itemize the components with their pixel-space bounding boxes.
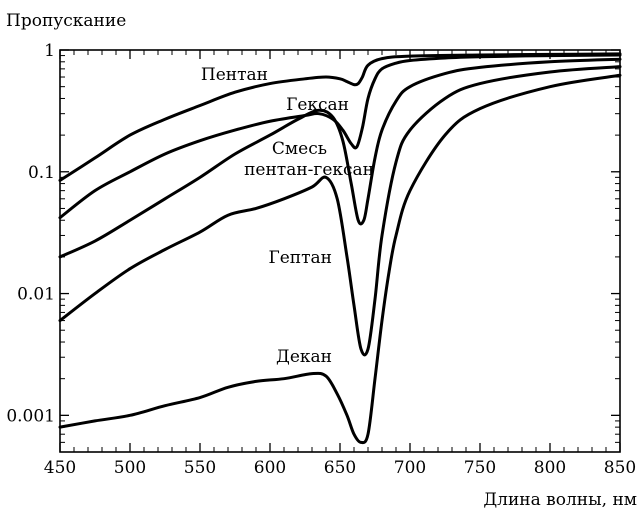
y-tick-label: 0.01 (17, 285, 55, 305)
x-axis-title: Длина волны, нм (483, 490, 637, 510)
x-tick-label: 500 (114, 458, 146, 478)
y-tick-label: 0.1 (28, 163, 55, 183)
x-tick-label: 550 (184, 458, 216, 478)
series-label: пентан-гексан (244, 160, 374, 180)
series-line-5 (58, 73, 622, 445)
x-tick-label: 850 (604, 458, 636, 478)
series-line-3 (58, 57, 622, 259)
y-tick-label: 0.001 (6, 406, 55, 426)
y-tick-label: 1 (44, 41, 55, 61)
series-label: Пентан (201, 65, 268, 85)
series-label: Смесь (272, 139, 327, 159)
series-label: Гексан (286, 95, 349, 115)
series-lines (58, 52, 622, 445)
x-tick-label: 800 (534, 458, 566, 478)
x-tick-label: 450 (44, 458, 76, 478)
x-tick-label: 600 (254, 458, 286, 478)
y-axis-title: Пропускание (6, 11, 126, 31)
x-axis-ticks: 450 500 550 600 650 700 750 800 850 (44, 50, 636, 478)
series-line-1 (58, 52, 622, 182)
x-tick-label: 700 (394, 458, 426, 478)
series-line-4 (58, 65, 622, 357)
x-tick-label: 650 (324, 458, 356, 478)
x-tick-label: 750 (464, 458, 496, 478)
series-label: Декан (276, 347, 332, 367)
series-line-2 (58, 53, 622, 220)
series-label: Гептан (268, 248, 332, 268)
